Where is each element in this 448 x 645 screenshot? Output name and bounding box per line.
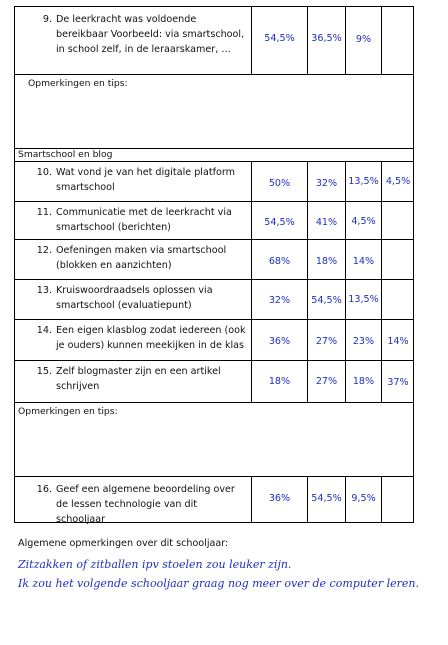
- percent-value: 9,5%: [351, 493, 376, 504]
- percent-value: 27%: [315, 336, 338, 347]
- percent-value: 14%: [352, 256, 375, 267]
- question-text: De leerkracht was voldoende bereikbaar V…: [56, 14, 245, 55]
- percent-value: 68%: [268, 256, 291, 267]
- table-row: 14. Een eigen klasblog zodat iedereen (o…: [14, 319, 414, 360]
- table-row: 12. Oefeningen maken via smartschool (bl…: [14, 239, 414, 279]
- percent-value: 50%: [268, 178, 291, 189]
- notes-row: Opmerkingen en tips:: [14, 402, 414, 476]
- percent-value: 13,5%: [348, 176, 379, 187]
- question-cell: 9. De leerkracht was voldoende bereikbaa…: [14, 7, 252, 74]
- percent-value: 18%: [268, 376, 291, 387]
- percent-value: 18%: [315, 256, 338, 267]
- percent-value: 27%: [315, 376, 338, 387]
- table-row: 9. De leerkracht was voldoende bereikbaa…: [14, 6, 414, 74]
- notes-row: Opmerkingen en tips:: [14, 74, 414, 148]
- table-row: 15. Zelf blogmaster zijn en een artikel …: [14, 360, 414, 402]
- question-text: Geef een algemene beoordeling over de le…: [56, 484, 235, 525]
- table-row: 11. Communicatie met de leerkracht via s…: [14, 201, 414, 239]
- table-row: 13. Kruiswoordraadsels oplossen via smar…: [14, 279, 414, 319]
- question-number: 15.: [36, 366, 52, 377]
- question-number: 14.: [36, 325, 52, 336]
- percent-value: 18%: [352, 376, 375, 387]
- general-remarks-label: Algemene opmerkingen over dit schooljaar…: [18, 538, 229, 549]
- percent-value: 9%: [355, 34, 372, 45]
- question-text: Communicatie met de leerkracht via smart…: [56, 207, 232, 233]
- question-text: Zelf blogmaster zijn en een artikel schr…: [56, 366, 221, 392]
- percent-value: 13,5%: [348, 294, 379, 305]
- percent-value: 54,5%: [264, 217, 295, 228]
- percent-value: 36%: [268, 493, 291, 504]
- question-number: 9.: [42, 14, 52, 25]
- notes-label: Opmerkingen en tips:: [18, 406, 118, 417]
- survey-table: [14, 6, 414, 523]
- handwritten-remark: Zitzakken of zitballen ipv stoelen zou l…: [18, 558, 292, 571]
- section-heading: Smartschool en blog: [14, 148, 414, 162]
- percent-value: 36,5%: [311, 33, 342, 44]
- percent-value: 4,5%: [385, 176, 411, 187]
- handwritten-remark: Ik zou het volgende schooljaar graag nog…: [18, 577, 419, 590]
- percent-value: 36%: [268, 336, 291, 347]
- percent-value: 54,5%: [311, 493, 342, 504]
- percent-value: 4,5%: [351, 216, 376, 227]
- table-row: 16. Geef een algemene beoordeling over d…: [14, 476, 414, 525]
- question-text: Oefeningen maken via smartschool (blokke…: [56, 245, 227, 271]
- question-text: Kruiswoordraadsels oplossen via smartsch…: [56, 285, 213, 311]
- question-text: Wat vond je van het digitale platform sm…: [56, 167, 235, 193]
- percent-value: 32%: [268, 295, 291, 306]
- percent-value: 23%: [352, 336, 375, 347]
- table-row: 10. Wat vond je van het digitale platfor…: [14, 161, 414, 201]
- question-number: 12.: [36, 245, 52, 256]
- percent-value: 41%: [315, 217, 338, 228]
- question-number: 16.: [36, 484, 52, 495]
- percent-value: 54,5%: [264, 33, 295, 44]
- question-text: Een eigen klasblog zodat iedereen (ook j…: [56, 325, 246, 351]
- question-number: 13.: [36, 285, 52, 296]
- percent-value: 14%: [387, 336, 409, 347]
- percent-value: 54,5%: [311, 295, 342, 306]
- notes-label: Opmerkingen en tips:: [28, 78, 128, 89]
- percent-value: 37%: [387, 377, 409, 388]
- question-number: 10.: [36, 167, 52, 178]
- question-number: 11.: [36, 207, 52, 218]
- percent-value: 32%: [315, 178, 338, 189]
